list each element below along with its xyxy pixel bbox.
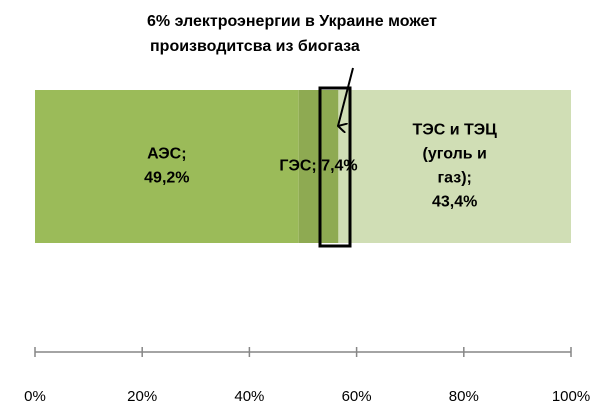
x-tick-label: 60% [342, 388, 372, 405]
bar-segment [35, 90, 299, 243]
data-label: ТЭС и ТЭЦ (уголь и газ); 43,4% [413, 122, 498, 211]
annotation-line: 6% электроэнергии в Украине может [147, 13, 437, 30]
highlight-box [318, 86, 352, 248]
data-label-line: 49,2% [144, 170, 189, 187]
annotation: 6% электроэнергии в Украине может произво… [147, 13, 437, 55]
bars [35, 90, 571, 243]
x-tick-label: 40% [234, 388, 264, 405]
x-tick-label: 0% [24, 388, 46, 405]
data-label-line: (уголь и [423, 146, 487, 163]
data-label-line: АЭС; [147, 146, 186, 163]
data-label-line: ТЭС и ТЭЦ [413, 122, 498, 139]
bar-segment [338, 90, 571, 243]
x-tick-label: 20% [127, 388, 157, 405]
data-label-line: газ); [438, 170, 472, 187]
data-label: ГЭС; 7,4% [279, 158, 357, 175]
annotation-line: производитсва из биогаза [150, 38, 360, 55]
data-label-line: 43,4% [432, 194, 477, 211]
data-label: АЭС; 49,2% [144, 146, 189, 187]
arrow [338, 67, 354, 126]
x-tick-label: 80% [449, 388, 479, 405]
data-label-line: ГЭС; 7,4% [279, 158, 357, 175]
x-tick-label: 100% [552, 388, 590, 405]
